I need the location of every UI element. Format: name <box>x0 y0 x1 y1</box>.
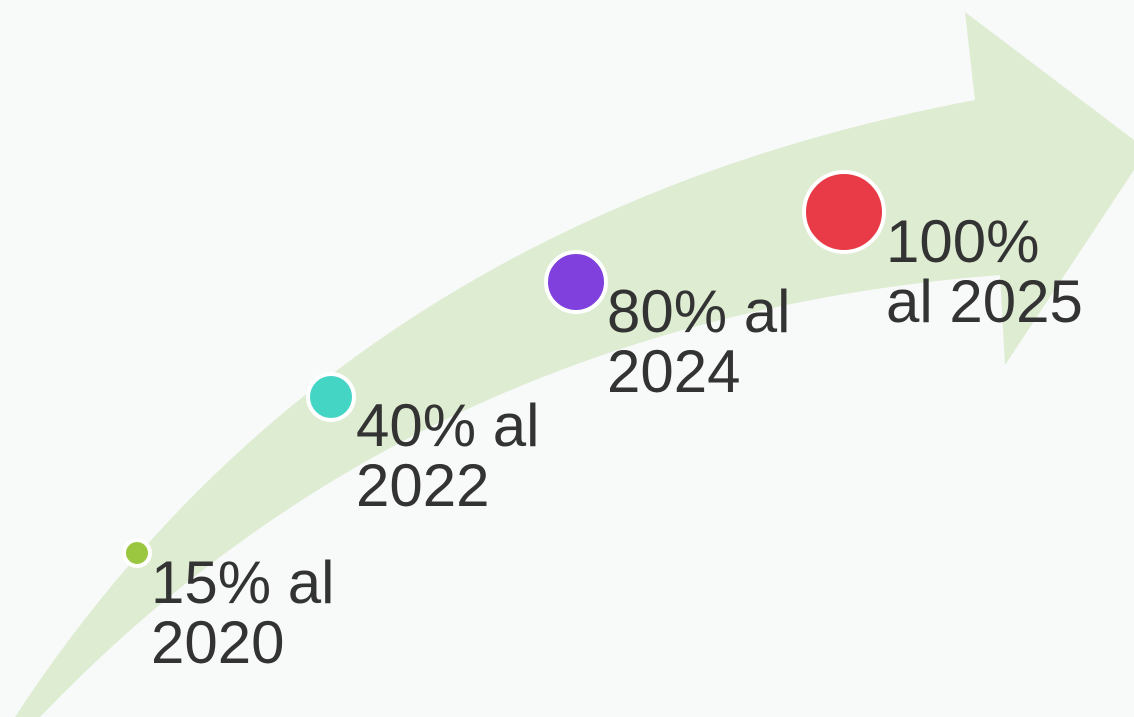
milestone-label-2022-line1: 40% al <box>356 396 539 456</box>
milestone-dot-2025 <box>802 170 886 254</box>
milestone-label-2022-line2: 2022 <box>356 456 539 516</box>
milestone-dot-2024 <box>544 250 608 314</box>
milestone-dot-2020 <box>122 538 152 568</box>
milestone-label-2025-line1: 100% <box>886 212 1083 272</box>
milestone-label-2022: 40% al 2022 <box>356 396 539 516</box>
milestone-label-2024: 80% al 2024 <box>607 282 790 402</box>
milestone-label-2024-line1: 80% al <box>607 282 790 342</box>
milestone-label-2020-line1: 15% al <box>151 553 334 613</box>
milestone-label-2020: 15% al 2020 <box>151 553 334 673</box>
milestone-label-2025-line2: al 2025 <box>886 272 1083 332</box>
milestone-label-2024-line2: 2024 <box>607 342 790 402</box>
milestone-dot-2022 <box>306 372 356 422</box>
milestone-label-2020-line2: 2020 <box>151 613 334 673</box>
milestone-label-2025: 100% al 2025 <box>886 212 1083 332</box>
